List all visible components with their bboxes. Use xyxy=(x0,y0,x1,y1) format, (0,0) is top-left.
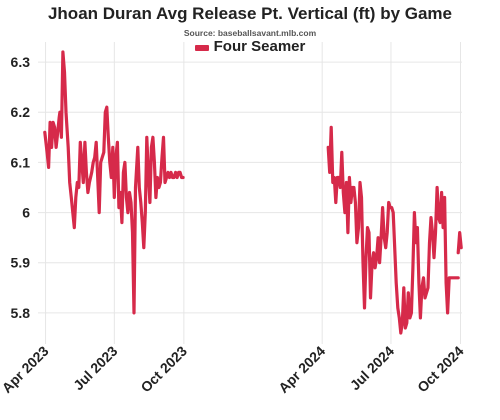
legend-swatch xyxy=(194,44,209,51)
x-tick-label: Jul 2023 xyxy=(70,343,121,394)
series-line-four-seamer xyxy=(43,50,185,315)
x-tick-label: Apr 2024 xyxy=(275,343,328,396)
chart-title: Jhoan Duran Avg Release Pt. Vertical (ft… xyxy=(47,4,453,23)
legend-label: Four Seamer xyxy=(213,38,306,55)
y-tick-label: 5.8 xyxy=(11,305,31,321)
series-line-four-seamer xyxy=(326,125,460,335)
x-tick-label: Oct 2024 xyxy=(414,343,467,396)
series-line-four-seamer xyxy=(456,231,463,255)
y-tick-label: 6.1 xyxy=(11,154,31,170)
x-tick-label: Oct 2023 xyxy=(137,343,190,396)
y-tick-label: 6 xyxy=(22,205,30,221)
chart-source: Source: baseballsavant.mlb.com xyxy=(183,28,317,38)
y-tick-label: 6.2 xyxy=(11,104,31,120)
x-tick-label: Jul 2024 xyxy=(347,343,398,394)
y-tick-label: 5.9 xyxy=(11,255,31,271)
x-tick-label: Apr 2023 xyxy=(0,343,52,396)
y-tick-label: 6.3 xyxy=(11,54,31,70)
legend: Four Seamer xyxy=(0,38,500,55)
